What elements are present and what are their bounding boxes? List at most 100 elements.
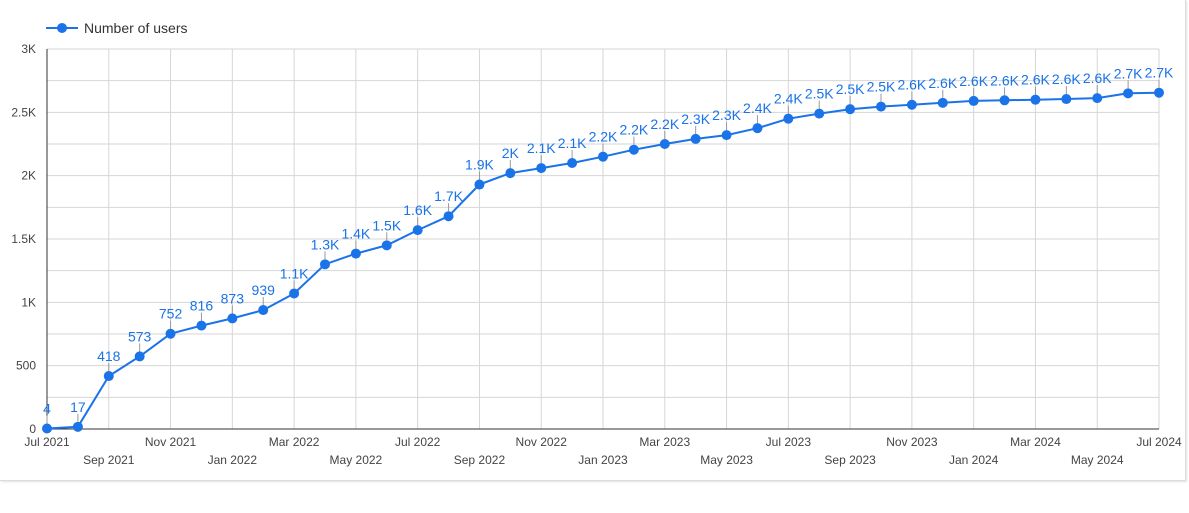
data-point [906,99,917,110]
data-label: 1.6K [403,202,432,218]
data-point [690,133,701,144]
data-point [1154,87,1164,98]
data-label: 2.4K [774,91,803,107]
data-point [72,421,83,432]
data-point [876,101,886,112]
data-point [258,305,269,316]
legend-line-swatch [46,22,78,34]
legend-label: Number of users [84,20,188,36]
data-point [752,123,763,134]
data-point [1123,88,1134,99]
data-point [659,139,670,149]
y-tick-label: 2.5K [11,105,36,119]
x-tick-label: Nov 2022 [516,435,568,449]
x-tick-label: Jan 2024 [949,453,999,467]
data-label: 1.9K [465,157,494,173]
data-point [721,130,732,141]
data-label: 873 [221,290,245,306]
data-label: 2.5K [836,81,865,97]
data-point [350,248,361,259]
data-label: 1.3K [311,236,340,252]
data-point [474,179,485,190]
data-label: 752 [159,306,183,322]
data-label: 2.6K [897,77,926,93]
data-label: 2.6K [1083,70,1112,86]
data-label: 2.6K [928,75,957,91]
data-point [134,351,145,362]
data-label: 1.1K [280,265,309,281]
x-tick-label: Jul 2024 [1136,435,1182,449]
x-tick-label: Jul 2021 [24,435,70,449]
data-point [1030,94,1041,105]
data-label: 2.6K [1052,71,1081,87]
y-tick-label: 0 [29,422,36,436]
data-label: 1.7K [434,188,463,204]
data-label: 2.7K [1145,65,1174,81]
data-point [103,371,114,382]
data-label: 2.6K [1021,72,1050,88]
y-tick-label: 1K [21,295,36,309]
data-label: 418 [97,348,121,364]
data-label: 2.1K [558,135,587,151]
data-label: 1.5K [372,217,401,233]
data-point [381,240,392,251]
x-tick-label: Sep 2022 [454,453,506,467]
data-point [196,320,207,331]
data-point [999,95,1010,106]
data-point [598,151,608,162]
data-label: 2.2K [589,129,618,145]
data-label: 2.1K [527,140,556,156]
data-point [412,225,423,236]
x-tick-label: Jan 2023 [578,453,628,467]
data-label: 2.2K [650,116,679,132]
data-point [845,104,856,115]
data-label: 573 [128,328,152,344]
data-point [628,144,639,155]
data-point [227,313,238,324]
chart-card: Number of users 0 500 1K 1.5K 2K 2.5K 3K Jul 20… [0,0,1186,481]
data-label: 939 [252,282,276,298]
data-point [165,328,176,339]
x-tick-label: Jul 2022 [395,435,441,449]
x-tick-label: Mar 2022 [269,435,320,449]
x-tick-label: Sep 2021 [83,453,135,467]
x-tick-label: Nov 2023 [886,435,938,449]
x-tick-label: Nov 2021 [145,435,197,449]
data-point [289,288,300,299]
data-label: 2.4K [743,100,772,116]
data-point [505,168,516,179]
data-label: 2.3K [681,111,710,127]
x-tick-label: Sep 2023 [824,453,876,467]
data-label: 2.6K [990,72,1019,88]
data-label: 2.2K [619,122,648,138]
legend[interactable]: Number of users [46,18,187,38]
data-point [1092,93,1103,104]
x-tick-label: May 2023 [700,453,753,467]
data-point [443,211,454,222]
data-label: 17 [70,399,86,415]
data-point [783,113,794,124]
data-label: 2.3K [712,107,741,123]
y-tick-label: 500 [16,359,36,373]
data-point [968,95,979,106]
data-point [42,423,52,434]
x-tick-label: Jul 2023 [766,435,812,449]
data-label: 816 [190,298,214,314]
data-point [937,97,948,108]
data-point [1061,94,1072,105]
data-label: 2.5K [805,86,834,102]
x-tick-label: Mar 2024 [1010,435,1061,449]
data-label: 2K [502,145,520,161]
x-tick-label: May 2022 [330,453,383,467]
line-chart: 0 500 1K 1.5K 2K 2.5K 3K Jul 2021 Nov 2021 Mar 20… [11,42,1182,467]
data-point [320,259,330,270]
data-label: 2.5K [867,79,896,95]
data-label: 4 [43,400,51,416]
y-tick-label: 2K [21,169,36,183]
data-point [567,158,578,168]
data-label: 1.4K [341,226,370,242]
data-point [814,108,825,119]
y-tick-label: 1.5K [11,232,36,246]
x-tick-label: May 2024 [1071,453,1124,467]
x-tick-label: Jan 2022 [208,453,258,467]
